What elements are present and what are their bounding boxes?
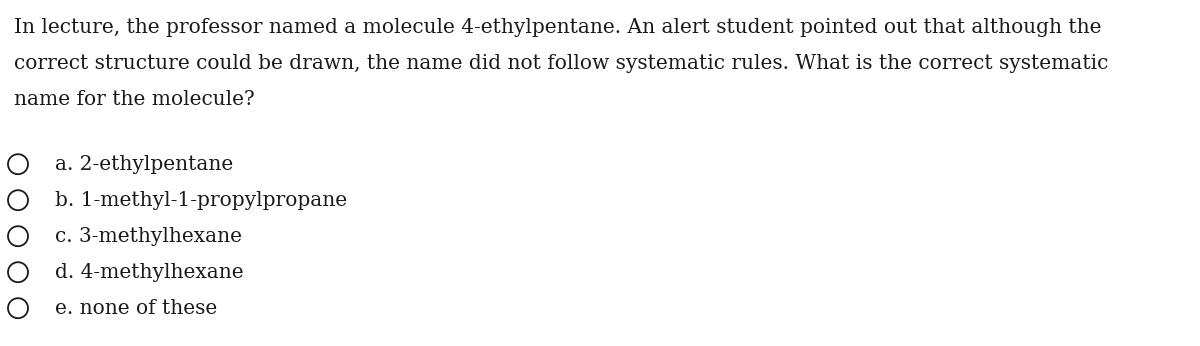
Text: c. 3-methylhexane: c. 3-methylhexane: [55, 227, 242, 246]
Text: correct structure could be drawn, the name did not follow systematic rules. What: correct structure could be drawn, the na…: [14, 54, 1109, 73]
Text: e. none of these: e. none of these: [55, 299, 217, 318]
Text: b. 1-methyl-1-propylpropane: b. 1-methyl-1-propylpropane: [55, 191, 347, 210]
Text: a. 2-ethylpentane: a. 2-ethylpentane: [55, 155, 233, 174]
Text: In lecture, the professor named a molecule 4-ethylpentane. An alert student poin: In lecture, the professor named a molecu…: [14, 18, 1102, 37]
Text: d. 4-methylhexane: d. 4-methylhexane: [55, 263, 244, 282]
Text: name for the molecule?: name for the molecule?: [14, 90, 254, 109]
